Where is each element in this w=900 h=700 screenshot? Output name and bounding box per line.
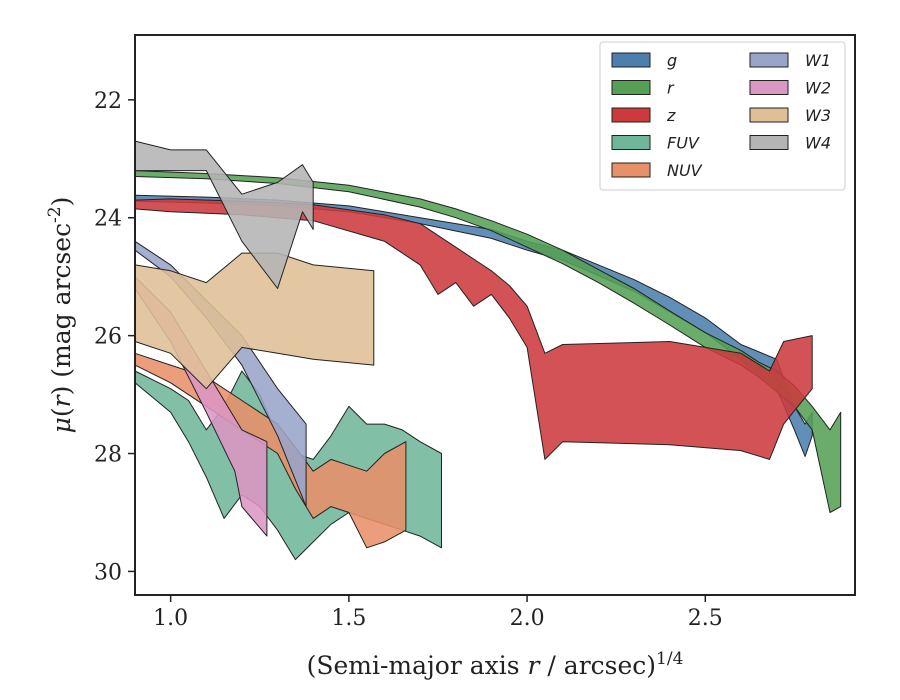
legend-label-fuv: FUV	[667, 134, 700, 153]
series-band-z	[134, 198, 813, 460]
legend-label-z: z	[666, 106, 676, 125]
legend: grz FUV NUV W1 W2 W3 W4	[599, 41, 846, 191]
plot-frame	[134, 34, 856, 596]
y-axis-label: μ(r) (mag arcsec-2​)	[45, 197, 76, 434]
y-tick-label: 26	[94, 325, 122, 350]
legend-label-w2: W2	[805, 79, 831, 98]
legend-box	[599, 41, 846, 191]
legend-swatch-w3	[749, 107, 789, 123]
x-axis-label: (Semi-major axis r / arcsec)1/4​	[307, 649, 684, 680]
x-tick-label: 2.5	[688, 606, 723, 631]
x-tick-label: 2.0	[510, 606, 545, 631]
y-tick-label: 30	[94, 560, 122, 585]
x-axis-ticks: 1.0 1.5 2.0 2.5	[153, 595, 723, 631]
legend-swatch-z	[611, 107, 651, 123]
y-tick-label: 28	[94, 443, 122, 468]
legend-label-w3: W3	[805, 106, 831, 125]
legend-swatch-w4	[749, 135, 789, 150]
y-axis-ticks: 22 24 26 28 30	[94, 89, 135, 585]
x-tick-label: 1.5	[331, 606, 366, 631]
y-tick-label: 22	[94, 89, 122, 114]
legend-swatch-w2	[749, 80, 789, 95]
legend-swatch-g	[611, 52, 651, 68]
legend-label-w4: W4	[805, 134, 831, 153]
series-band-w3	[134, 252, 375, 390]
series-bands	[134, 140, 842, 561]
legend-label-w1: W1	[805, 51, 831, 70]
legend-swatch-w1	[749, 52, 789, 68]
legend-swatch-fuv	[611, 135, 651, 150]
series-band-r	[134, 170, 842, 513]
series-band-w4	[134, 140, 314, 289]
y-tick-label: 24	[94, 207, 122, 232]
legend-swatch-nuv	[611, 162, 651, 178]
legend-label-nuv: NUV	[667, 161, 703, 180]
legend-label-r: r	[667, 79, 675, 98]
legend-label-g: g	[667, 51, 677, 70]
x-tick-label: 1.0	[153, 606, 188, 631]
legend-swatch-r	[611, 80, 651, 95]
